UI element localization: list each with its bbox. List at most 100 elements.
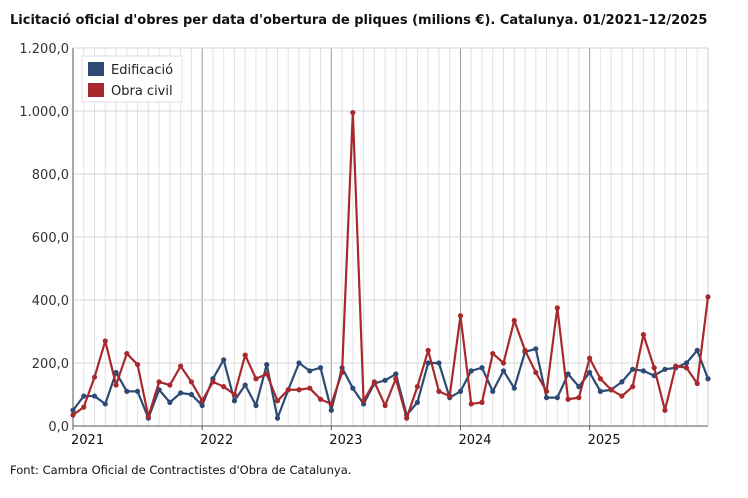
x-tick-label: 2024 (458, 433, 491, 448)
data-point (124, 350, 130, 357)
axes (72, 47, 709, 427)
data-point (543, 395, 550, 401)
data-point (382, 402, 388, 409)
data-point (694, 347, 700, 353)
data-point (81, 404, 87, 410)
data-point (210, 379, 216, 385)
data-point (350, 109, 356, 116)
data-point (543, 388, 550, 394)
data-point (511, 317, 517, 324)
data-point (124, 388, 130, 394)
data-point (156, 379, 162, 385)
data-point (134, 388, 141, 394)
data-point (457, 313, 464, 319)
data-point (554, 395, 560, 401)
x-tick-label: 2025 (588, 433, 621, 448)
data-point (597, 376, 603, 382)
y-tick-label: 600,0 (32, 231, 69, 246)
data-point (307, 368, 313, 374)
legend-label: Edificació (111, 63, 173, 78)
data-point (102, 338, 108, 344)
data-point (640, 332, 647, 338)
y-tick-label: 800,0 (32, 168, 69, 183)
data-point (576, 384, 582, 390)
data-point (662, 366, 668, 372)
data-point (91, 374, 98, 380)
data-point (91, 393, 98, 399)
data-point (393, 371, 399, 377)
data-point (178, 390, 184, 396)
chart-title: Licitació oficial d'obres per data d'obe… (10, 13, 708, 28)
data-point (630, 384, 636, 390)
data-point (285, 387, 291, 393)
data-point (404, 415, 410, 421)
data-point (253, 376, 259, 382)
data-point (619, 379, 625, 385)
data-point (393, 376, 399, 382)
data-point (479, 365, 485, 371)
data-point (70, 407, 76, 413)
data-point (608, 387, 614, 393)
data-point (360, 398, 367, 404)
data-point (350, 385, 356, 391)
data-point (199, 398, 205, 404)
data-point (705, 376, 711, 382)
legend-label: Obra civil (111, 84, 173, 99)
data-point (317, 396, 324, 402)
source-note: Font: Cambra Oficial de Contractistes d'… (10, 463, 352, 477)
data-point (178, 363, 184, 369)
y-tick-label: 1.200,0 (19, 42, 69, 57)
data-point (662, 407, 668, 413)
data-point (167, 399, 173, 405)
data-point (371, 379, 377, 385)
data-point (307, 385, 313, 391)
y-axis-ticks: 0,0 200,0 400,0 600,0 800,0 1.000,0 1.200,0 (19, 42, 69, 435)
data-point (705, 294, 711, 300)
data-point (328, 407, 334, 413)
x-axis-ticks: 2021 2022 2023 2024 2025 (71, 426, 621, 448)
data-point (490, 350, 496, 357)
data-point (221, 357, 227, 363)
legend-swatch (88, 83, 104, 97)
data-point (231, 391, 238, 398)
data-point (447, 393, 453, 399)
data-point (221, 384, 227, 390)
data-point (113, 369, 119, 376)
data-point (565, 371, 571, 377)
data-point (328, 401, 334, 407)
data-point (296, 360, 302, 366)
data-point (554, 305, 560, 311)
data-point (436, 360, 442, 366)
data-point (113, 382, 119, 388)
series-obra-civil (70, 109, 711, 421)
data-point (134, 361, 141, 368)
data-point (683, 360, 690, 366)
x-tick-label: 2023 (329, 433, 362, 448)
data-point (597, 388, 603, 394)
data-point (457, 388, 464, 394)
data-point (274, 398, 281, 404)
grid (72, 47, 709, 427)
data-point (188, 391, 194, 398)
data-point (199, 402, 205, 409)
x-tick-label: 2021 (71, 433, 104, 448)
data-point (414, 384, 421, 390)
data-point (425, 360, 431, 366)
data-point (436, 388, 442, 394)
data-point (630, 366, 636, 372)
data-point (188, 379, 194, 385)
data-point (533, 369, 539, 376)
y-tick-label: 1.000,0 (19, 105, 69, 120)
data-point (145, 413, 151, 420)
data-point (264, 371, 270, 377)
data-point (576, 395, 582, 401)
legend-swatch (88, 62, 104, 76)
data-point (102, 401, 108, 407)
data-point (242, 382, 248, 388)
data-point (587, 369, 593, 376)
data-point (317, 365, 324, 371)
data-point (651, 365, 657, 371)
data-point (468, 368, 474, 374)
data-point (683, 365, 690, 371)
